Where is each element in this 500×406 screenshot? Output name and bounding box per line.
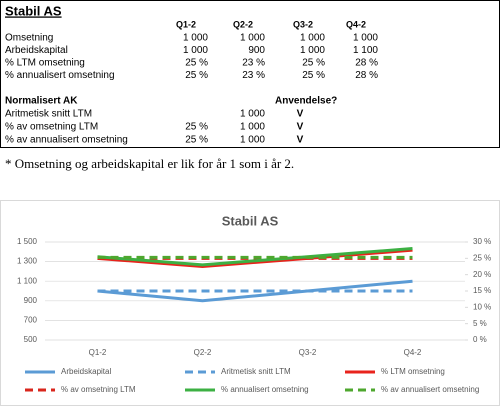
cell: 1 000	[240, 135, 265, 146]
y2-tick-label: 10 %	[473, 302, 491, 311]
legend-label: Aritmetisk snitt LTM	[221, 367, 291, 376]
footnote: * Omsetning og arbeidskapital er lik for…	[5, 156, 294, 171]
row-label: Omsetning	[5, 33, 53, 44]
cell: 1 000	[240, 122, 265, 133]
column-header: Anvendelse?	[275, 96, 337, 107]
cell: 23 %	[242, 70, 265, 81]
x-tick-label: Q1-2	[89, 348, 107, 357]
y-tick-label: 500	[24, 335, 38, 344]
cell: 1 000	[300, 33, 325, 44]
chart-border	[0, 200, 500, 406]
chart-title: Stabil AS	[222, 213, 279, 228]
legend-label: % av omsetning LTM	[61, 385, 136, 394]
column-header: Q2-2	[233, 19, 253, 29]
series-line	[97, 247, 413, 267]
y-tick-label: 1 100	[17, 276, 38, 285]
cell: 1 000	[240, 109, 265, 120]
y2-tick-label: 0 %	[473, 335, 487, 344]
cell: 1 000	[353, 33, 378, 44]
row-label: % av annualisert omsetning	[5, 135, 128, 146]
row-label: Aritmetisk snitt LTM	[5, 109, 92, 120]
legend-label: Arbeidskapital	[61, 367, 111, 376]
y2-tick-label: 20 %	[473, 270, 491, 279]
y-tick-label: 900	[24, 296, 38, 305]
cell: V	[297, 122, 304, 133]
cell: 1 000	[183, 33, 208, 44]
y2-tick-label: 30 %	[473, 237, 491, 246]
table-title: Stabil AS	[5, 3, 62, 18]
legend-label: % annualisert omsetning	[221, 385, 309, 394]
cell: 25 %	[185, 70, 208, 81]
cell: V	[297, 135, 304, 146]
cell: 28 %	[355, 70, 378, 81]
y2-tick-label: 15 %	[473, 286, 491, 295]
x-tick-label: Q2-2	[194, 348, 212, 357]
legend-label: % LTM omsetning	[381, 367, 445, 376]
y-tick-label: 700	[24, 316, 38, 325]
legend-label: % av annualisert omsetning	[381, 385, 479, 394]
cell: 25 %	[185, 122, 208, 133]
cell: 23 %	[242, 58, 265, 69]
row-label: % annualisert omsetning	[5, 70, 115, 81]
cell: 900	[248, 45, 265, 56]
x-tick-label: Q4-2	[404, 348, 422, 357]
row-label: Arbeidskapital	[5, 45, 68, 56]
x-tick-label: Q3-2	[299, 348, 317, 357]
cell: 25 %	[302, 58, 325, 69]
cell: 1 000	[300, 45, 325, 56]
cell: 1 000	[183, 45, 208, 56]
cell: 28 %	[355, 58, 378, 69]
cell: 1 000	[240, 33, 265, 44]
section-title: Normalisert AK	[5, 96, 78, 107]
cell: 25 %	[185, 135, 208, 146]
y-tick-label: 1 300	[17, 257, 38, 266]
column-header: Q4-2	[346, 19, 366, 29]
column-header: Q1-2	[176, 19, 196, 29]
cell: 1 100	[353, 45, 378, 56]
y-tick-label: 1 500	[17, 237, 38, 246]
cell: V	[297, 109, 304, 120]
y2-tick-label: 5 %	[473, 319, 487, 328]
y2-tick-label: 25 %	[473, 253, 491, 262]
row-label: % LTM omsetning	[5, 58, 85, 69]
series-line	[97, 279, 413, 303]
row-label: % av omsetning LTM	[5, 122, 98, 133]
cell: 25 %	[302, 70, 325, 81]
column-header: Q3-2	[293, 19, 313, 29]
series-line	[97, 248, 413, 269]
cell: 25 %	[185, 58, 208, 69]
